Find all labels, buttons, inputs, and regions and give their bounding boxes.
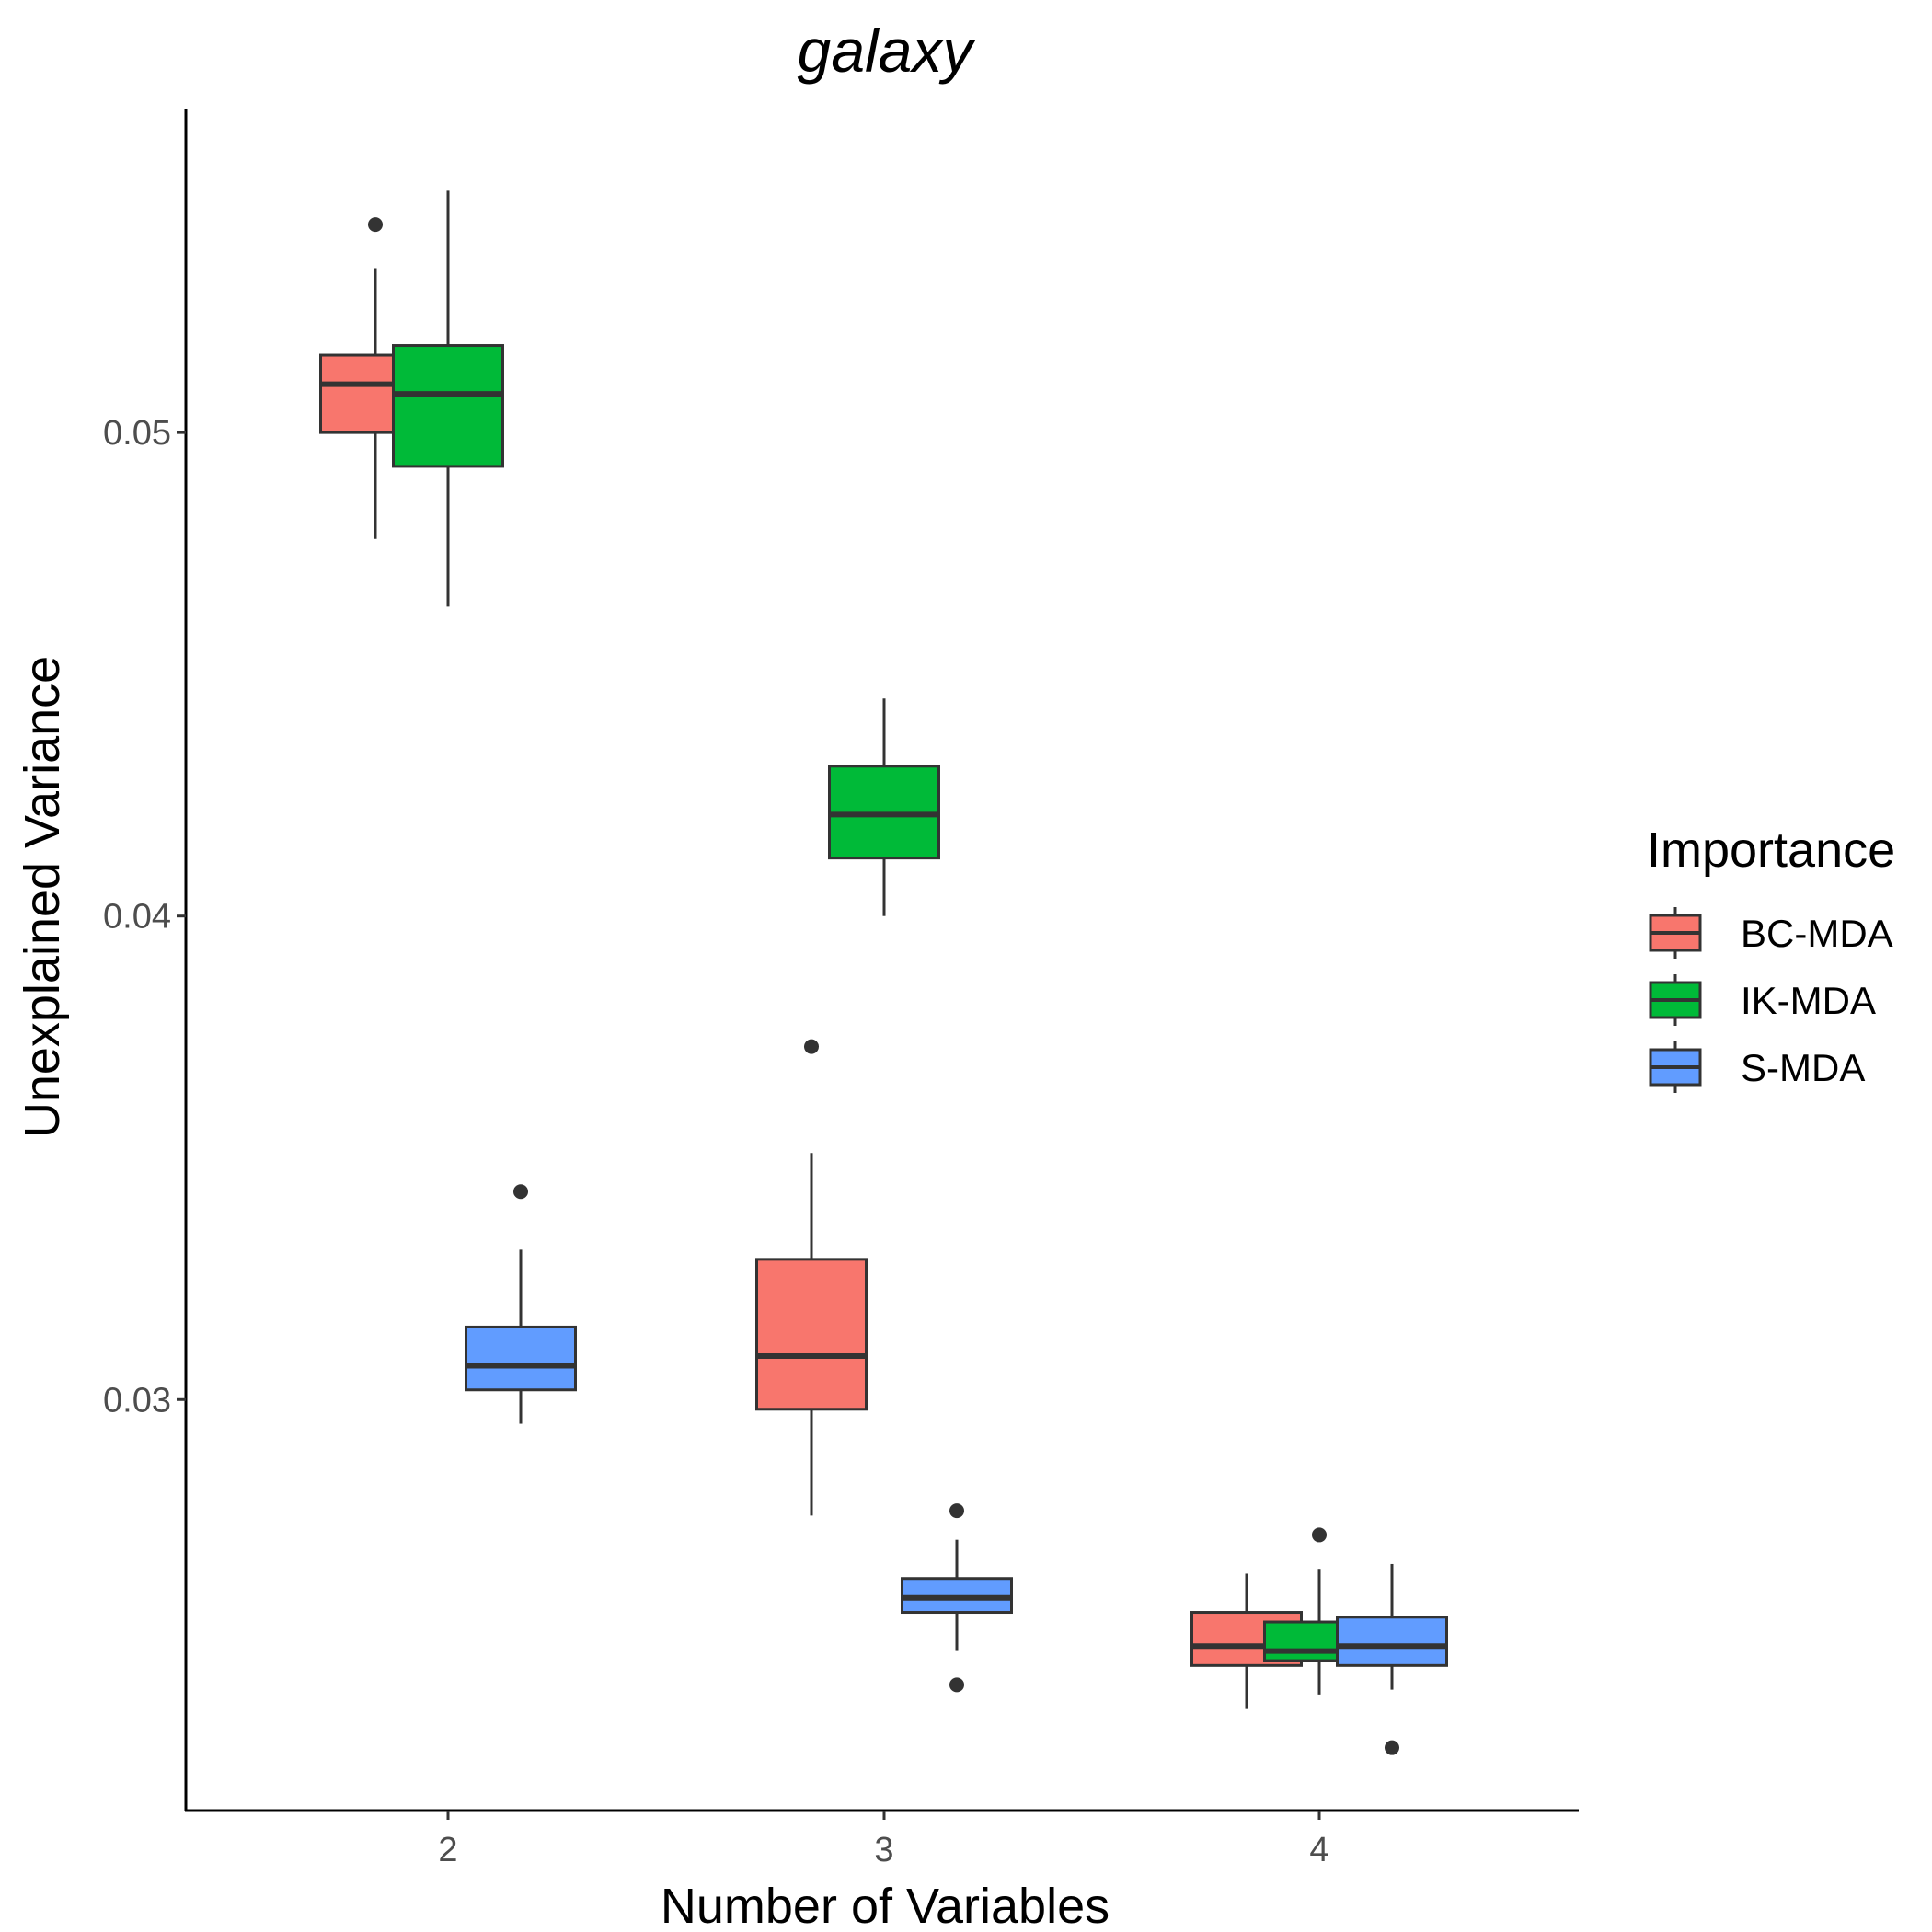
box-iqr [1336, 1616, 1448, 1667]
y-tick-label: 0.04 [103, 898, 171, 937]
plot-area [319, 190, 1448, 1755]
y-axis-title: Unexplained Variance [15, 656, 70, 1138]
legend: Importance BC-MDA IK-MDA S-MDA [1647, 822, 1895, 1093]
outlier-point [1312, 1527, 1327, 1543]
y-tick-label: 0.03 [103, 1381, 171, 1420]
x-axis-ticks: 2 3 4 [438, 1811, 1329, 1869]
outlier-point [949, 1677, 964, 1693]
x-tick-label: 2 [438, 1831, 457, 1869]
box-ik-mda-x4 [1263, 1527, 1375, 1695]
box-s-mda-x4 [1336, 1563, 1448, 1755]
x-tick-label: 3 [874, 1831, 893, 1869]
outlier-point [949, 1503, 964, 1519]
box-iqr [392, 344, 504, 468]
legend-title: Importance [1647, 822, 1895, 878]
legend-label: S-MDA [1741, 1046, 1865, 1089]
x-axis-title: Number of Variables [661, 1879, 1110, 1932]
legend-entry-bc-mda: BC-MDA [1649, 907, 1893, 959]
chart-title: galaxy [798, 17, 977, 85]
legend-label: IK-MDA [1741, 979, 1876, 1022]
box-s-mda-x2 [465, 1184, 577, 1424]
y-tick-label: 0.05 [103, 414, 171, 453]
box-s-mda-x3 [901, 1503, 1013, 1693]
outlier-point [513, 1184, 528, 1200]
x-tick-label: 4 [1309, 1831, 1328, 1869]
y-axis-ticks: 0.03 0.04 0.05 [103, 414, 186, 1420]
legend-label: BC-MDA [1741, 912, 1893, 955]
box-ik-mda-x3 [828, 698, 940, 916]
outlier-point [368, 217, 383, 233]
box-iqr [465, 1325, 577, 1392]
outlier-point [804, 1039, 819, 1054]
box-iqr [755, 1258, 868, 1411]
legend-entry-s-mda: S-MDA [1649, 1041, 1865, 1093]
legend-entries: BC-MDA IK-MDA S-MDA [1649, 907, 1893, 1093]
outlier-point [1385, 1740, 1399, 1755]
legend-entry-ik-mda: IK-MDA [1649, 974, 1876, 1026]
box-ik-mda-x2 [392, 190, 504, 607]
box-bc-mda-x3 [755, 1039, 868, 1516]
